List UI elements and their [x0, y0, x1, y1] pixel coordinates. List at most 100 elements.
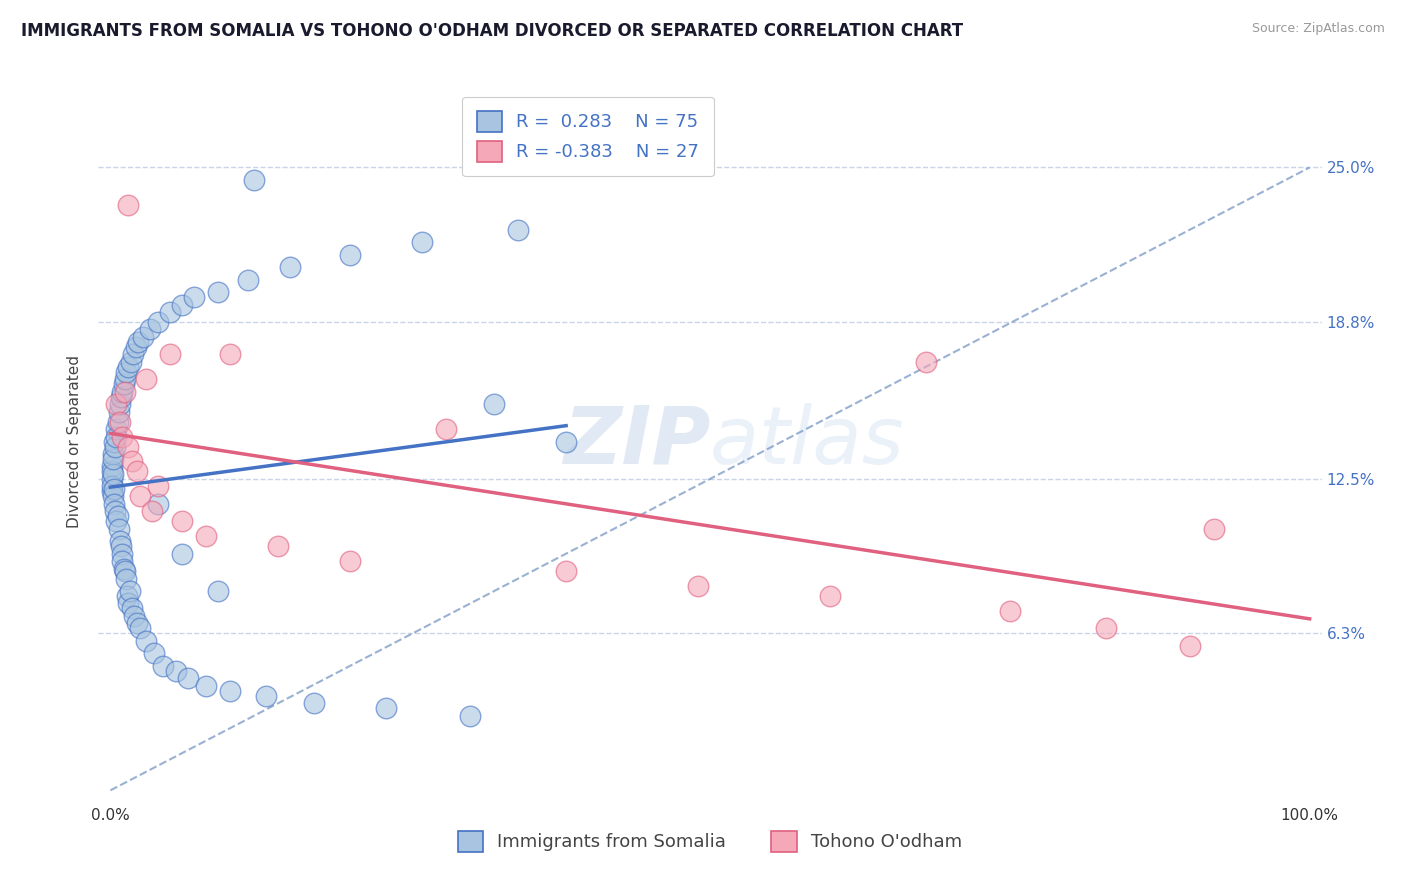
Point — [172, 297, 194, 311]
Point — [267, 539, 290, 553]
Point — [159, 347, 181, 361]
Point — [114, 372, 136, 386]
Point — [108, 404, 129, 418]
Point — [238, 272, 260, 286]
Point — [129, 489, 152, 503]
Point — [139, 322, 162, 336]
Point — [111, 384, 134, 399]
Point — [172, 547, 194, 561]
Point — [100, 484, 122, 499]
Point — [434, 422, 457, 436]
Point — [1178, 639, 1201, 653]
Point — [482, 397, 505, 411]
Point — [101, 447, 124, 461]
Point — [339, 554, 361, 568]
Point — [101, 467, 124, 481]
Point — [135, 372, 157, 386]
Point — [915, 355, 938, 369]
Point — [998, 604, 1021, 618]
Point — [107, 509, 129, 524]
Point — [124, 340, 146, 354]
Point — [115, 572, 138, 586]
Point — [115, 589, 138, 603]
Legend: Immigrants from Somalia, Tohono O'odham: Immigrants from Somalia, Tohono O'odham — [450, 823, 970, 859]
Point — [101, 489, 124, 503]
Point — [108, 415, 131, 429]
Point — [1202, 522, 1225, 536]
Point — [108, 397, 131, 411]
Point — [105, 397, 128, 411]
Point — [555, 434, 578, 449]
Point — [458, 708, 481, 723]
Point — [114, 564, 136, 578]
Point — [108, 522, 129, 536]
Point — [207, 285, 229, 299]
Point — [375, 701, 398, 715]
Point — [159, 305, 181, 319]
Point — [112, 377, 135, 392]
Point — [129, 621, 152, 635]
Point — [165, 664, 187, 678]
Point — [135, 633, 157, 648]
Point — [100, 479, 122, 493]
Point — [101, 452, 124, 467]
Point — [219, 347, 242, 361]
Y-axis label: Divorced or Separated: Divorced or Separated — [67, 355, 83, 528]
Point — [112, 561, 135, 575]
Point — [172, 514, 194, 528]
Point — [105, 422, 128, 436]
Point — [183, 290, 205, 304]
Point — [111, 554, 134, 568]
Point — [1094, 621, 1116, 635]
Point — [117, 359, 139, 374]
Point — [818, 589, 841, 603]
Point — [132, 330, 155, 344]
Point — [141, 504, 163, 518]
Point — [105, 514, 128, 528]
Point — [195, 679, 218, 693]
Point — [111, 429, 134, 443]
Point — [254, 689, 277, 703]
Point — [108, 534, 131, 549]
Point — [103, 497, 125, 511]
Point — [127, 334, 149, 349]
Point — [117, 440, 139, 454]
Point — [120, 355, 142, 369]
Point — [304, 696, 326, 710]
Point — [555, 564, 578, 578]
Point — [114, 384, 136, 399]
Point — [103, 434, 125, 449]
Point — [100, 459, 122, 474]
Point — [110, 390, 132, 404]
Point — [125, 616, 148, 631]
Point — [278, 260, 301, 274]
Point — [125, 465, 148, 479]
Point — [219, 683, 242, 698]
Point — [508, 223, 530, 237]
Point — [118, 584, 141, 599]
Point — [243, 173, 266, 187]
Text: atlas: atlas — [710, 402, 905, 481]
Point — [115, 365, 138, 379]
Point — [207, 584, 229, 599]
Point — [152, 658, 174, 673]
Point — [124, 609, 146, 624]
Text: ZIP: ZIP — [562, 402, 710, 481]
Point — [104, 504, 127, 518]
Point — [117, 597, 139, 611]
Text: IMMIGRANTS FROM SOMALIA VS TOHONO O'ODHAM DIVORCED OR SEPARATED CORRELATION CHAR: IMMIGRANTS FROM SOMALIA VS TOHONO O'ODHA… — [21, 22, 963, 40]
Point — [411, 235, 433, 250]
Point — [121, 601, 143, 615]
Point — [195, 529, 218, 543]
Point — [177, 671, 200, 685]
Point — [103, 482, 125, 496]
Point — [100, 465, 122, 479]
Point — [148, 479, 170, 493]
Point — [686, 579, 709, 593]
Point — [148, 497, 170, 511]
Point — [148, 315, 170, 329]
Point — [105, 429, 128, 443]
Point — [117, 198, 139, 212]
Text: Source: ZipAtlas.com: Source: ZipAtlas.com — [1251, 22, 1385, 36]
Point — [111, 547, 134, 561]
